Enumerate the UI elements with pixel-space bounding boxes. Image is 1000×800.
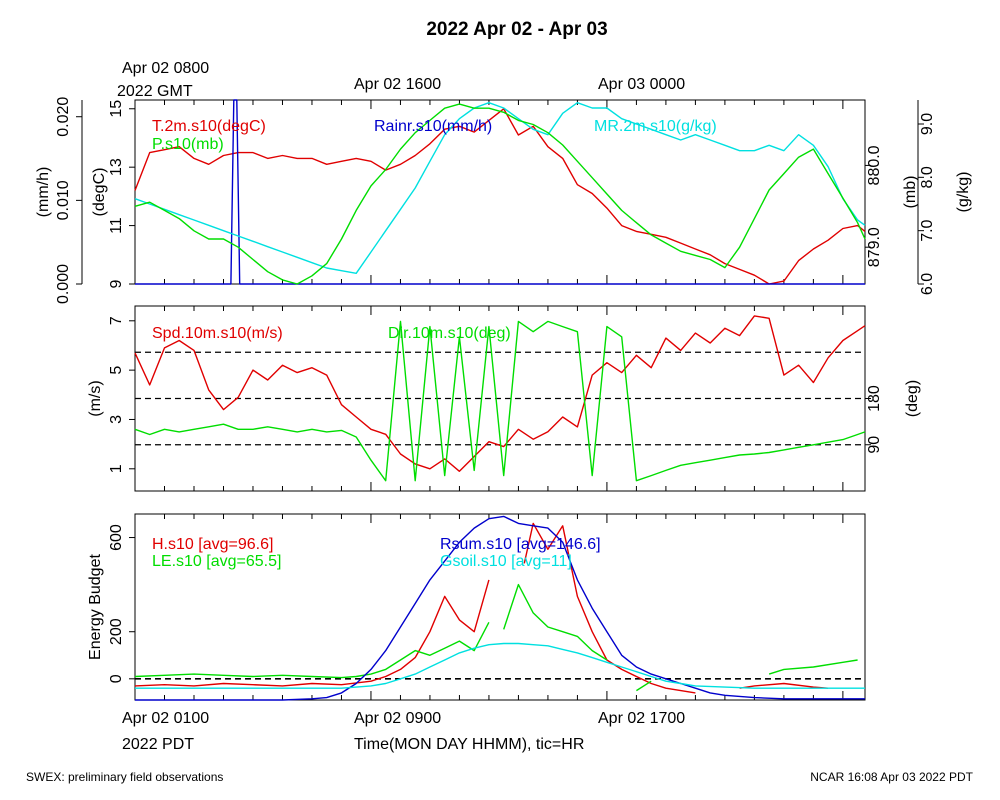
bottom-axis-label-3: Apr 02 1700 — [598, 710, 685, 727]
middle-y-tick-label: 7 — [108, 316, 125, 325]
top-y-tick-label: 13 — [108, 158, 125, 176]
bottom-y-tick-label: 600 — [108, 524, 125, 551]
series-mr-2m-s10-g-kg — [134, 102, 866, 274]
legend-le-s10-avg-65-5: LE.s10 [avg=65.5] — [152, 553, 281, 570]
series-dir-10m-s10-deg — [134, 320, 866, 482]
series-le-s10-avg-65-5 — [134, 583, 858, 692]
top-y-axis-label: (mb) — [902, 176, 919, 209]
footer-right: NCAR 16:08 Apr 03 2022 PDT — [810, 770, 973, 784]
legend-dir-10m-s10-deg: Dir.10m.s10(deg) — [388, 325, 511, 342]
series-rsum-s10-avg-146-6 — [135, 515, 865, 701]
top-y-tick-label: 7.0 — [919, 219, 936, 241]
middle-y-axis-label: (m/s) — [87, 380, 104, 416]
top-y-axis-label: (mm/h) — [35, 167, 52, 218]
top-y-tick-label: 880.0 — [866, 145, 883, 185]
top-y-axis-label: (degC) — [91, 168, 108, 217]
bottom-y-tick-label: 0 — [108, 674, 125, 683]
top-axis-label-2: Apr 02 1600 — [354, 76, 441, 93]
panel-middle: 1 3 5 7 (m/s) 90 180 (deg) Spd.10m.s10(m/s) Dir.1… — [87, 305, 921, 492]
bottom-y-axis-label: Energy Budget — [87, 554, 104, 660]
legend-mr-2m-s10-g-kg: MR.2m.s10(g/kg) — [594, 118, 717, 135]
middle-y-tick-label: 3 — [108, 415, 125, 424]
top-axis-label-3: Apr 03 0000 — [598, 76, 685, 93]
footer-left: SWEX: preliminary field observations — [26, 770, 223, 784]
middle-y-tick-label: 5 — [108, 366, 125, 375]
top-y-tick-label: 879.0 — [866, 227, 883, 267]
legend-t-2m-s10-degc: T.2m.s10(degC) — [152, 118, 266, 135]
legend-rsum-s10-avg-146-6: Rsum.s10 [avg=146.6] — [440, 536, 601, 553]
page-title: 2022 Apr 02 - Apr 03 — [426, 19, 607, 40]
middle-y-axis-label: (deg) — [904, 380, 921, 417]
top-y-tick-label: 0.000 — [55, 264, 72, 304]
top-y-tick-label: 15 — [108, 100, 125, 118]
top-axis-label-1: Apr 02 0800 — [122, 60, 209, 77]
series-t-2m-s10-degc — [134, 108, 866, 285]
series-rainr-s10-mm-h — [135, 99, 865, 285]
legend-gsoil-s10-avg-11: Gsoil.s10 [avg=11] — [440, 553, 572, 570]
x-axis-title: Time(MON DAY HHMM), tic=HR — [354, 736, 584, 753]
top-y-tick-label: 9.0 — [919, 113, 936, 135]
top-y-tick-label: 6.0 — [919, 273, 936, 295]
middle-y-tick-label: 90 — [866, 436, 883, 454]
top-y-tick-label: 0.010 — [55, 180, 72, 220]
top-y-tick-label: 9 — [108, 279, 125, 288]
legend-h-s10-avg-96-6: H.s10 [avg=96.6] — [152, 536, 273, 553]
top-y-tick-label: 8.0 — [919, 166, 936, 188]
top-axis-sublabel: 2022 GMT — [117, 83, 193, 100]
bottom-frame — [134, 513, 866, 701]
legend-rainr-s10-mm-h: Rainr.s10(mm/h) — [374, 118, 492, 135]
legend-spd-10m-s10-m-s: Spd.10m.s10(m/s) — [152, 325, 283, 342]
top-y-tick-label: 11 — [108, 217, 125, 234]
bottom-axis-label-1: Apr 02 0100 — [122, 710, 209, 727]
top-y-tick-label: 0.020 — [55, 97, 72, 137]
panel-top: 0.000 0.010 0.020 (mm/h) 9 11 13 15 (degC) 879.0 8… — [35, 97, 972, 304]
bottom-axis-label-2: Apr 02 0900 — [354, 710, 441, 727]
middle-y-tick-label: 180 — [866, 385, 883, 412]
middle-y-tick-label: 1 — [108, 464, 125, 473]
series-gsoil-s10-avg-11 — [135, 642, 865, 689]
legend-p-s10-mb: P.s10(mb) — [152, 136, 224, 153]
bottom-axis-sublabel: 2022 PDT — [122, 736, 194, 753]
series-spd-10m-s10-m-s — [134, 315, 866, 472]
series-p-s10-mb — [134, 103, 866, 285]
bottom-y-tick-label: 200 — [108, 618, 125, 645]
top-y-axis-label: (g/kg) — [955, 172, 972, 213]
